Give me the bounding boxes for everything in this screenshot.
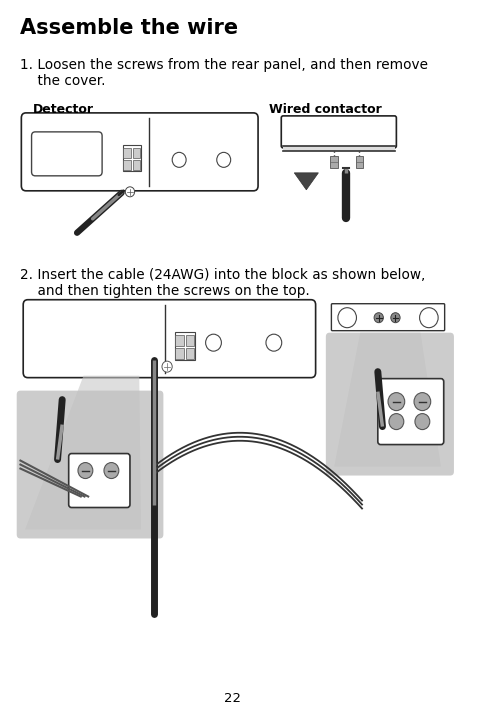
Bar — [175, 347, 183, 359]
FancyBboxPatch shape — [377, 379, 443, 445]
Text: 2. Insert the cable (24AWG) into the block as shown below,: 2. Insert the cable (24AWG) into the blo… — [21, 268, 425, 281]
Text: 22: 22 — [224, 692, 241, 705]
Circle shape — [414, 413, 429, 430]
Bar — [174, 332, 194, 359]
Circle shape — [78, 462, 93, 479]
Bar — [330, 156, 337, 168]
Circle shape — [390, 313, 399, 323]
Bar — [283, 146, 394, 151]
Bar — [185, 347, 193, 359]
Bar — [122, 145, 141, 171]
FancyBboxPatch shape — [22, 113, 258, 191]
Circle shape — [419, 308, 437, 328]
Circle shape — [104, 462, 119, 479]
Text: Detector: Detector — [33, 103, 93, 116]
Circle shape — [373, 313, 383, 323]
Circle shape — [337, 308, 356, 328]
Bar — [175, 335, 183, 346]
Text: the cover.: the cover. — [21, 74, 106, 88]
Circle shape — [172, 152, 186, 167]
FancyBboxPatch shape — [69, 454, 130, 508]
Circle shape — [205, 334, 221, 351]
Circle shape — [125, 186, 134, 197]
FancyBboxPatch shape — [331, 303, 444, 330]
Polygon shape — [25, 376, 141, 530]
Bar — [355, 156, 362, 168]
Circle shape — [387, 393, 404, 411]
Bar — [123, 160, 131, 170]
Text: 1. Loosen the screws from the rear panel, and then remove: 1. Loosen the screws from the rear panel… — [21, 58, 427, 72]
FancyBboxPatch shape — [325, 333, 453, 476]
Text: and then tighten the screws on the top.: and then tighten the screws on the top. — [21, 284, 310, 298]
FancyBboxPatch shape — [17, 391, 163, 538]
Circle shape — [162, 361, 172, 372]
Polygon shape — [334, 333, 440, 467]
Text: Wired contactor: Wired contactor — [269, 103, 381, 116]
Polygon shape — [294, 173, 318, 190]
Text: Assemble the wire: Assemble the wire — [21, 18, 238, 38]
Circle shape — [413, 393, 430, 411]
FancyBboxPatch shape — [281, 116, 396, 148]
Bar — [123, 148, 131, 158]
Circle shape — [266, 334, 281, 351]
Circle shape — [216, 152, 230, 167]
Bar — [185, 335, 193, 346]
Bar — [132, 160, 140, 170]
Circle shape — [388, 413, 403, 430]
FancyBboxPatch shape — [23, 300, 315, 378]
FancyBboxPatch shape — [32, 132, 102, 176]
Bar — [132, 148, 140, 158]
